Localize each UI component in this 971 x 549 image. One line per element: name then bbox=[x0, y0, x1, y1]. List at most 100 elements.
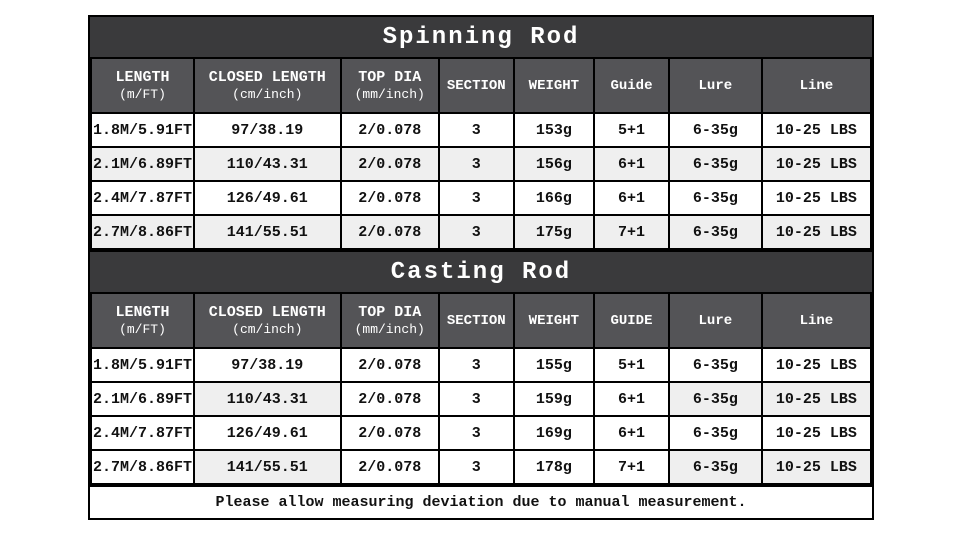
column-header: TOP DIA (mm/inch) bbox=[339, 57, 440, 114]
table-cell: 2.7M/8.86FT bbox=[90, 214, 195, 250]
column-header: LENGTH (m/FT) bbox=[90, 57, 195, 114]
table-cell: 6-35g bbox=[667, 146, 763, 182]
table-cell: 3 bbox=[437, 214, 515, 250]
table-row: 2.1M/6.89FT 110/43.31 2/0.078 3 156g 6+1 6-35g… bbox=[90, 146, 873, 182]
column-header: Line bbox=[760, 57, 873, 114]
table-cell: 10-25 LBS bbox=[760, 347, 873, 383]
table-cell: 175g bbox=[512, 214, 596, 250]
table-cell: 6-35g bbox=[667, 180, 763, 216]
table-cell: 159g bbox=[512, 381, 596, 417]
table-cell: 2/0.078 bbox=[339, 449, 440, 485]
casting-rod-table: LENGTH (m/FT) CLOSED LENGTH (cm/inch) TOP DI… bbox=[90, 292, 873, 485]
table-cell: 141/55.51 bbox=[192, 214, 342, 250]
spinning-table-body: 1.8M/5.91FT 97/38.19 2/0.078 3 153g 5+1 6-35g 1… bbox=[90, 112, 873, 250]
table-row: 2.7M/8.86FT 141/55.51 2/0.078 3 178g 7+1 6-35g… bbox=[90, 449, 873, 485]
table-cell: 6-35g bbox=[667, 381, 763, 417]
column-header: WEIGHT bbox=[512, 57, 596, 114]
table-row: 2.4M/7.87FT 126/49.61 2/0.078 3 166g 6+1 6-35g… bbox=[90, 180, 873, 216]
table-cell: 1.8M/5.91FT bbox=[90, 112, 195, 148]
spinning-rod-section: Spinning Rod LENGTH (m/FT) CLOSED LENGTH (c… bbox=[88, 15, 874, 252]
table-row: 2.4M/7.87FT 126/49.61 2/0.078 3 169g 6+1 6-35g… bbox=[90, 415, 873, 451]
table-cell: 97/38.19 bbox=[192, 347, 342, 383]
column-header: Lure bbox=[667, 292, 763, 349]
table-cell: 6-35g bbox=[667, 415, 763, 451]
column-header: WEIGHT bbox=[512, 292, 596, 349]
table-cell: 2.4M/7.87FT bbox=[90, 415, 195, 451]
table-cell: 2/0.078 bbox=[339, 381, 440, 417]
spinning-header-row: LENGTH (m/FT) CLOSED LENGTH (cm/inch) TOP DI… bbox=[90, 57, 873, 114]
table-cell: 10-25 LBS bbox=[760, 180, 873, 216]
table-cell: 169g bbox=[512, 415, 596, 451]
table-row: 2.1M/6.89FT 110/43.31 2/0.078 3 159g 6+1 6-35g… bbox=[90, 381, 873, 417]
table-cell: 10-25 LBS bbox=[760, 415, 873, 451]
table-cell: 2/0.078 bbox=[339, 347, 440, 383]
rod-spec-sheet: Spinning Rod LENGTH (m/FT) CLOSED LENGTH (c… bbox=[88, 15, 874, 520]
table-cell: 3 bbox=[437, 381, 515, 417]
table-cell: 110/43.31 bbox=[192, 146, 342, 182]
table-cell: 2/0.078 bbox=[339, 112, 440, 148]
table-cell: 97/38.19 bbox=[192, 112, 342, 148]
column-header: TOP DIA (mm/inch) bbox=[339, 292, 440, 349]
table-cell: 6-35g bbox=[667, 347, 763, 383]
table-cell: 10-25 LBS bbox=[760, 112, 873, 148]
table-cell: 155g bbox=[512, 347, 596, 383]
table-cell: 2.1M/6.89FT bbox=[90, 381, 195, 417]
table-cell: 3 bbox=[437, 415, 515, 451]
casting-rod-section: Casting Rod LENGTH (m/FT) CLOSED LENGTH (cm… bbox=[88, 250, 874, 487]
measurement-disclaimer: Please allow measuring deviation due to … bbox=[88, 485, 874, 520]
table-cell: 156g bbox=[512, 146, 596, 182]
table-cell: 7+1 bbox=[593, 214, 670, 250]
table-cell: 10-25 LBS bbox=[760, 381, 873, 417]
table-cell: 3 bbox=[437, 180, 515, 216]
table-cell: 3 bbox=[437, 112, 515, 148]
table-cell: 126/49.61 bbox=[192, 415, 342, 451]
table-cell: 10-25 LBS bbox=[760, 449, 873, 485]
table-cell: 6+1 bbox=[593, 381, 670, 417]
casting-header-row: LENGTH (m/FT) CLOSED LENGTH (cm/inch) TOP DI… bbox=[90, 292, 873, 349]
table-cell: 2.1M/6.89FT bbox=[90, 146, 195, 182]
column-header: CLOSED LENGTH (cm/inch) bbox=[192, 292, 342, 349]
table-cell: 6+1 bbox=[593, 180, 670, 216]
column-header: Line bbox=[760, 292, 873, 349]
table-cell: 2.4M/7.87FT bbox=[90, 180, 195, 216]
table-row: 1.8M/5.91FT 97/38.19 2/0.078 3 155g 5+1 6-35g 1… bbox=[90, 347, 873, 383]
table-cell: 2/0.078 bbox=[339, 146, 440, 182]
table-cell: 141/55.51 bbox=[192, 449, 342, 485]
spinning-rod-table: LENGTH (m/FT) CLOSED LENGTH (cm/inch) TOP DI… bbox=[90, 57, 873, 250]
table-cell: 126/49.61 bbox=[192, 180, 342, 216]
spinning-rod-title: Spinning Rod bbox=[90, 17, 872, 57]
table-cell: 10-25 LBS bbox=[760, 146, 873, 182]
column-header: Lure bbox=[667, 57, 763, 114]
table-cell: 6-35g bbox=[667, 112, 763, 148]
casting-table-body: 1.8M/5.91FT 97/38.19 2/0.078 3 155g 5+1 6-35g 1… bbox=[90, 347, 873, 485]
table-cell: 2/0.078 bbox=[339, 214, 440, 250]
table-cell: 5+1 bbox=[593, 347, 670, 383]
table-cell: 10-25 LBS bbox=[760, 214, 873, 250]
column-header: Guide bbox=[593, 57, 670, 114]
column-header: LENGTH (m/FT) bbox=[90, 292, 195, 349]
table-cell: 178g bbox=[512, 449, 596, 485]
casting-rod-title: Casting Rod bbox=[90, 252, 872, 292]
table-row: 2.7M/8.86FT 141/55.51 2/0.078 3 175g 7+1 6-35g… bbox=[90, 214, 873, 250]
table-cell: 6-35g bbox=[667, 214, 763, 250]
table-cell: 110/43.31 bbox=[192, 381, 342, 417]
table-cell: 166g bbox=[512, 180, 596, 216]
table-cell: 5+1 bbox=[593, 112, 670, 148]
table-cell: 153g bbox=[512, 112, 596, 148]
table-cell: 3 bbox=[437, 347, 515, 383]
table-cell: 3 bbox=[437, 449, 515, 485]
table-cell: 3 bbox=[437, 146, 515, 182]
column-header: SECTION bbox=[437, 57, 515, 114]
table-cell: 6+1 bbox=[593, 415, 670, 451]
table-cell: 6+1 bbox=[593, 146, 670, 182]
column-header: SECTION bbox=[437, 292, 515, 349]
column-header: GUIDE bbox=[593, 292, 670, 349]
table-cell: 2/0.078 bbox=[339, 180, 440, 216]
table-cell: 2.7M/8.86FT bbox=[90, 449, 195, 485]
table-cell: 7+1 bbox=[593, 449, 670, 485]
table-cell: 6-35g bbox=[667, 449, 763, 485]
table-cell: 1.8M/5.91FT bbox=[90, 347, 195, 383]
column-header: CLOSED LENGTH (cm/inch) bbox=[192, 57, 342, 114]
table-cell: 2/0.078 bbox=[339, 415, 440, 451]
